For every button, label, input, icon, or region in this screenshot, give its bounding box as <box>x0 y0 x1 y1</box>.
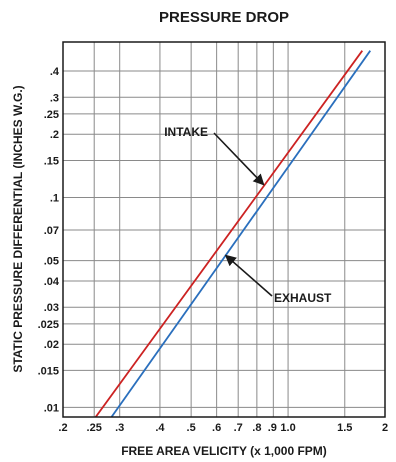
y-tick-label: .4 <box>50 66 60 78</box>
series-line-exhaust <box>110 50 372 417</box>
annotation-exhaust: EXHAUST <box>274 291 332 305</box>
annotation-arrow-intake <box>213 132 265 186</box>
y-tick-labels: .01 .015 .02 .025 .03 .04 .05 .07 .1 .15 .2 .25 .3 .4 <box>38 66 60 414</box>
annotation-arrow-exhaust <box>224 254 273 297</box>
y-tick-label: .15 <box>44 155 59 167</box>
y-axis-title: STATIC PRESSURE DIFFERENTIAL (INCHES W.G… <box>11 85 25 372</box>
y-tick-label: .025 <box>38 319 59 331</box>
grid <box>63 42 385 417</box>
x-tick-label: 1.5 <box>337 422 352 434</box>
y-tick-label: .02 <box>44 339 59 351</box>
y-tick-label: .04 <box>44 276 60 288</box>
y-tick-label: .1 <box>50 192 59 204</box>
x-tick-label: .3 <box>115 422 124 434</box>
y-tick-label: .2 <box>50 129 59 141</box>
x-tick-label: .8 <box>252 422 261 434</box>
x-tick-label: .25 <box>87 422 102 434</box>
x-tick-label: .9 <box>268 422 277 434</box>
x-tick-label: .7 <box>234 422 243 434</box>
annotations: INTAKE EXHAUST <box>164 125 332 305</box>
x-tick-label: 1.0 <box>280 422 295 434</box>
x-tick-label: .2 <box>58 422 67 434</box>
plot-frame <box>62 41 386 418</box>
y-tick-label: .3 <box>50 92 59 104</box>
series-lines <box>94 50 372 417</box>
series-line-intake <box>94 50 364 417</box>
x-tick-label: 2 <box>382 422 388 434</box>
x-axis-title: FREE AREA VELICITY (x 1,000 FPM) <box>121 444 327 458</box>
y-tick-label: .05 <box>44 256 59 268</box>
x-tick-label: .4 <box>155 422 165 434</box>
y-tick-label: .01 <box>44 402 59 414</box>
chart-title: PRESSURE DROP <box>159 9 289 26</box>
x-tick-label: .5 <box>187 422 196 434</box>
y-tick-label: .03 <box>44 302 59 314</box>
annotation-intake: INTAKE <box>164 125 208 139</box>
y-tick-label: .015 <box>38 365 59 377</box>
y-tick-label: .25 <box>44 109 59 121</box>
y-tick-label: .07 <box>44 225 59 237</box>
x-tick-label: .6 <box>212 422 221 434</box>
x-tick-labels: .2 .25 .3 .4 .5 .6 .7 .8 .9 1.0 1.5 2 <box>58 422 388 434</box>
